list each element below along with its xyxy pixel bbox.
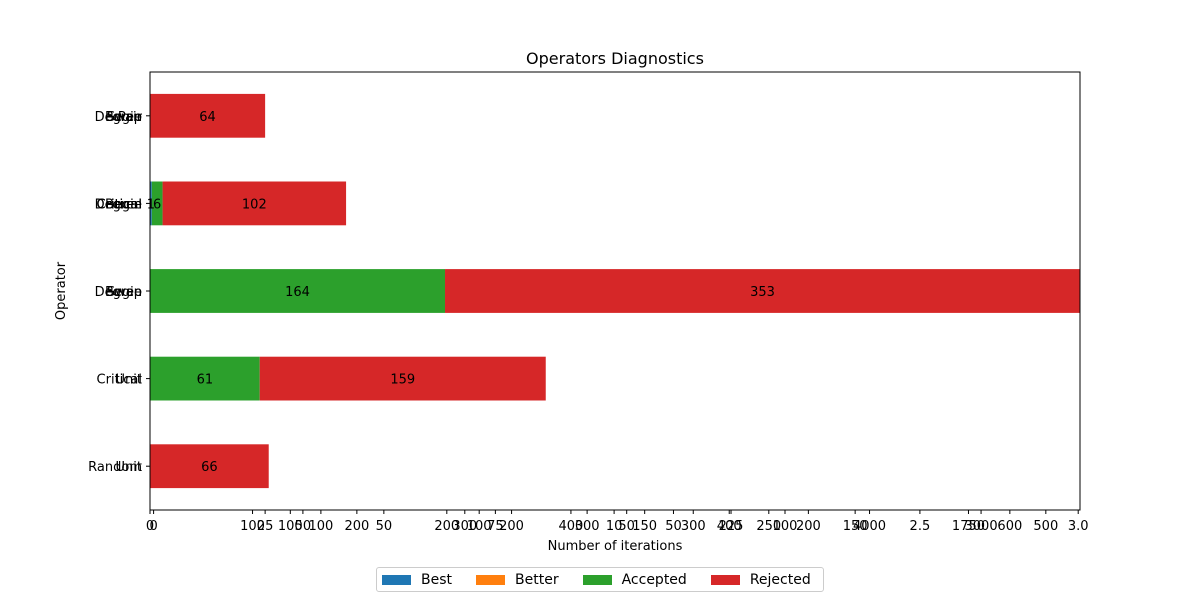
x-axis-label: Number of iterations [548, 539, 683, 554]
legend-swatch-accepted [582, 574, 612, 585]
y-tick-label-1-4: Swap [107, 110, 142, 125]
y-tick-label-0-1: Unit [116, 373, 142, 388]
data-label-unit-critical-accepted: 61 [197, 373, 214, 388]
x-tick-label-16: 10 [606, 519, 623, 534]
data-label-degree-critical-rejected: 102 [242, 197, 267, 212]
bar-degree-critical-best [150, 181, 152, 226]
bar-unit-critical-accepted [150, 356, 260, 401]
y-tick-label-1-3: Critical [97, 197, 142, 212]
legend-label-accepted: Accepted [621, 571, 687, 588]
y-tick-label-0-0: Unit [116, 460, 142, 475]
y-tick-label-1-0: Random [88, 460, 142, 475]
legend-label-better: Better [515, 571, 559, 588]
x-tick-label-15: 300 [575, 519, 600, 534]
y-tick-label-2-4: Degree [95, 110, 142, 125]
bar-degree-swap-accepted [150, 269, 446, 313]
x-tick-label-12: 75 [487, 519, 504, 534]
x-tick-label-13: 200 [499, 519, 524, 534]
x-tick-label-22: 225 [719, 519, 744, 534]
x-tick-label-7: 200 [344, 519, 369, 534]
x-tick-label-25: 200 [796, 519, 821, 534]
x-tick-label-27: 4000 [853, 519, 886, 534]
x-tick-label-17: 50 [618, 519, 635, 534]
data-label-degree-swap-accepted: 164 [285, 285, 310, 300]
x-tick-label-29: 1750 [952, 519, 985, 534]
x-tick-label-10: 300 [452, 519, 477, 534]
x-tick-label-24: 100 [773, 519, 798, 534]
data-labels-layer: 66 61 159 164 353 16 102 64 [147, 110, 775, 475]
y-tick-label-3-4: Pair [118, 110, 143, 125]
x-tick-label-0: 0 [146, 519, 154, 534]
x-tick-label-3: 25 [257, 519, 274, 534]
bar-begin-swap-rejected [150, 93, 266, 138]
legend-item-better: Better [476, 572, 559, 588]
legend-swatch-best [382, 574, 411, 585]
legend-item-accepted: Accepted [582, 571, 687, 588]
x-tick-label-18: 150 [632, 519, 657, 534]
legend-label-best: Best [421, 571, 453, 588]
legend-item-rejected: Rejected [710, 571, 811, 588]
data-label-begin-swap-rejected: 64 [199, 110, 216, 125]
x-tick-label-19: 50 [665, 519, 682, 534]
x-tick-label-9: 200 [434, 519, 459, 534]
x-tick-label-14: 400 [559, 519, 584, 534]
x-tick-label-32: 500 [1033, 519, 1058, 534]
bar-degree-swap-rejected [445, 269, 1081, 313]
x-tick-label-28: 2.5 [910, 519, 931, 534]
legend-swatch-better [476, 574, 506, 585]
legend: Best Better Accepted Rejected [376, 567, 824, 592]
bar-unit-critical-rejected [259, 356, 546, 401]
x-tick-label-23: 250 [756, 519, 781, 534]
x-tick-label-20: 300 [681, 519, 706, 534]
data-label-unit-random-rejected: 66 [201, 460, 218, 475]
data-label-degree-swap-rejected: 353 [750, 285, 775, 300]
y-tick-label-1-2: Swap [107, 285, 142, 300]
data-label-degree-critical-best: 1 [147, 197, 155, 212]
x-tick-label-33: 3.0 [1068, 519, 1089, 534]
y-tick-label-0-2: Degree [95, 285, 142, 300]
x-tick-label-6: 100 [308, 519, 333, 534]
chart-title: Operators Diagnostics [526, 49, 704, 68]
legend-swatch-rejected [710, 574, 740, 585]
legend-item-best: Best [382, 572, 452, 588]
x-tick-label-26: 150 [843, 519, 868, 534]
bar-degree-critical-rejected [162, 181, 347, 226]
y-tick-label-0-3: Degree [95, 197, 142, 212]
y-tick-label-2-3: Begin [105, 197, 142, 212]
data-label-unit-critical-rejected: 159 [390, 373, 415, 388]
data-label-degree-critical-accepted: 6 [153, 197, 161, 212]
x-tick-label-11: 100 [467, 519, 492, 534]
x-tick-label-1: 0 [149, 519, 157, 534]
x-tick-label-21: 400 [717, 519, 742, 534]
y-tick-layer: UnitUnitDegreeDegreeBeginRandomCriticalS… [88, 110, 150, 475]
x-tick-label-2: 100 [240, 519, 265, 534]
bar-unit-random-rejected [150, 444, 269, 489]
x-tick-label-5: 50 [295, 519, 312, 534]
x-tick-label-30: 3000 [965, 519, 998, 534]
legend-label-rejected: Rejected [749, 571, 811, 588]
y-tick-label-3-3: Critical [97, 197, 142, 212]
y-tick-label-1-1: Critical [97, 373, 142, 388]
y-tick-label-0-4: Begin [105, 110, 142, 125]
y-tick-label-2-2: Begin [105, 285, 142, 300]
bar-degree-critical-accepted [151, 181, 163, 226]
bars-layer [150, 93, 1081, 489]
y-axis-label: Operator [54, 261, 69, 320]
x-tick-label-4: 100 [278, 519, 303, 534]
x-tick-label-8: 50 [376, 519, 393, 534]
x-tick-label-31: 600 [997, 519, 1022, 534]
